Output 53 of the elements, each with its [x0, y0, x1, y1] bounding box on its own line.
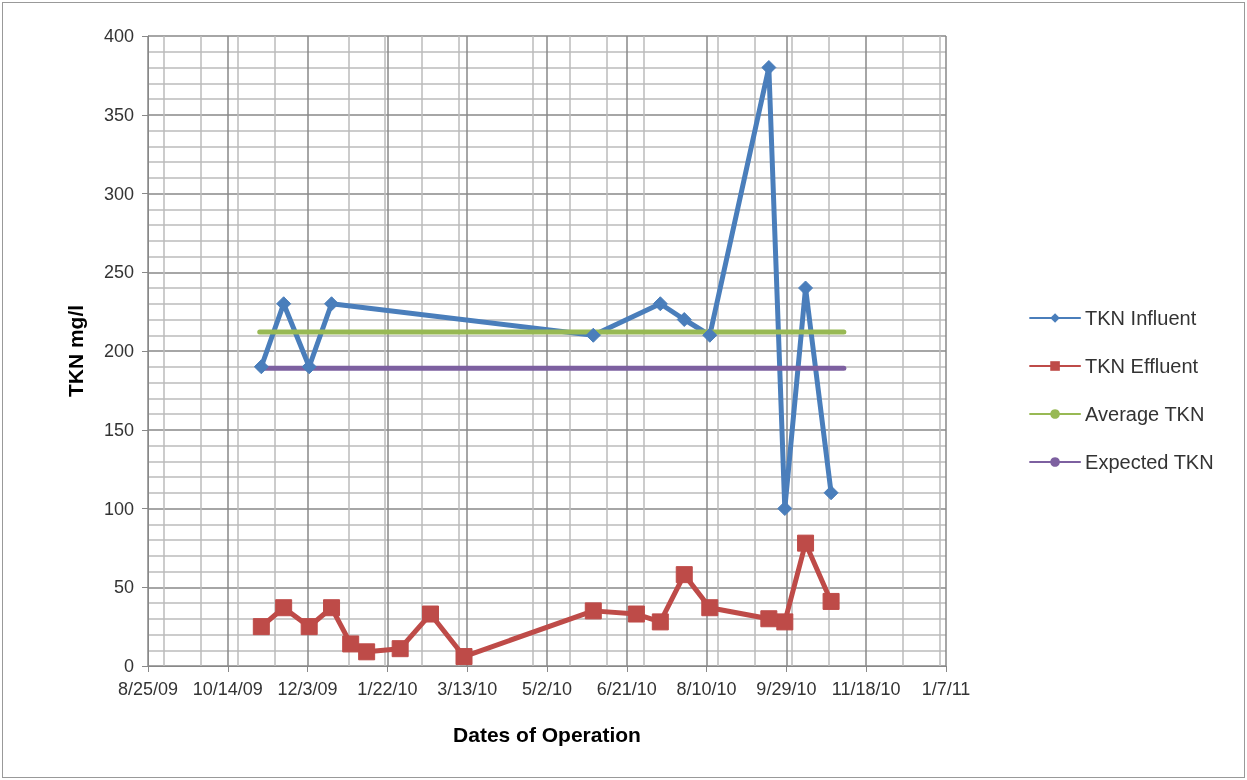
y-tick-label: 300 [103, 183, 134, 204]
x-tick-label: 1/22/10 [357, 679, 418, 699]
point [702, 327, 718, 343]
x-tick-label: 11/18/10 [831, 679, 901, 699]
point [776, 613, 794, 631]
point [391, 640, 409, 658]
point [300, 618, 318, 636]
point [252, 618, 270, 636]
point [627, 605, 645, 623]
legend-label: Average TKN [1085, 403, 1205, 425]
x-tick-label: 12/3/09 [277, 679, 338, 699]
point [323, 599, 341, 617]
point [760, 610, 778, 628]
y-tick-label: 200 [103, 341, 134, 361]
x-tick-label: 10/14/09 [192, 679, 263, 699]
y-tick-label: 150 [103, 419, 134, 440]
point [585, 327, 601, 343]
y-tick-label: 400 [103, 26, 134, 46]
x-tick-label: 1/7/11 [921, 679, 971, 699]
point [701, 599, 719, 617]
point [301, 359, 317, 375]
y-tick-label: 350 [103, 104, 134, 125]
x-tick-label: 8/10/10 [676, 679, 737, 699]
point [342, 635, 360, 653]
y-axis-title: TKN mg/l [64, 304, 87, 398]
legend-label: TKN Influent [1085, 307, 1197, 329]
point [358, 643, 376, 661]
point [761, 60, 777, 75]
x-tick-label: 8/25/09 [117, 679, 179, 699]
point [777, 501, 793, 516]
point [651, 613, 669, 631]
point [652, 296, 668, 312]
point [421, 605, 439, 623]
x-tick-label: 5/2/10 [521, 679, 573, 699]
x-tick-label: 9/29/10 [756, 679, 817, 699]
point [275, 599, 293, 617]
point [675, 566, 693, 584]
y-tick-label: 50 [113, 577, 134, 598]
point [584, 602, 602, 620]
y-tick-label: 100 [103, 498, 134, 519]
point [797, 534, 815, 552]
legend-label: Expected TKN [1085, 451, 1214, 473]
point [455, 648, 473, 666]
y-tick-label: 0 [123, 656, 134, 676]
point [823, 485, 839, 501]
point [253, 359, 269, 375]
x-tick-label: 6/21/10 [596, 679, 657, 699]
point [822, 592, 840, 610]
x-axis-title: Dates of Operation [453, 723, 641, 746]
x-tick-label: 3/13/10 [437, 679, 498, 699]
legend-label: TKN Effluent [1085, 355, 1199, 377]
y-tick-label: 250 [103, 262, 134, 283]
point [676, 312, 692, 327]
